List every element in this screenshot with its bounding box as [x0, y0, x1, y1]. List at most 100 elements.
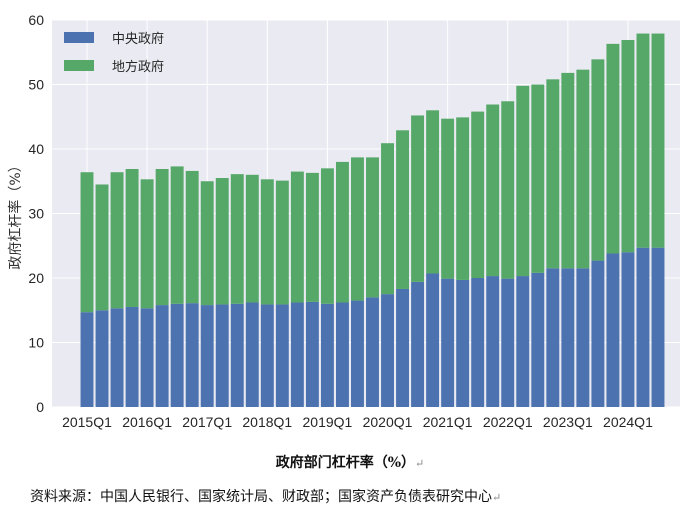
bar-central-2020Q2	[396, 288, 410, 407]
y-tick-label: 60	[28, 12, 44, 28]
source-text: 资料来源：中国人民银行、国家统计局、财政部；国家资产负债表研究中心	[30, 489, 492, 505]
bar-local-2016Q1	[140, 179, 154, 309]
legend-swatch-central	[64, 32, 94, 43]
bar-local-2024Q2	[636, 33, 650, 248]
x-tick-label: 2016Q1	[122, 414, 172, 430]
bar-local-2020Q4	[426, 110, 440, 274]
x-tick-label: 2018Q1	[242, 414, 292, 430]
caption-text: 政府部门杠杆率（%）	[275, 455, 416, 471]
x-axis-ticks: 2015Q1 2016Q1 2017Q1 2018Q1 2019Q1 2020Q1 2021…	[62, 414, 653, 430]
bar-central-2015Q4	[125, 307, 139, 407]
bar-central-2023Q3	[591, 260, 605, 407]
bar-local-2022Q2	[516, 85, 530, 277]
bar-local-2016Q3	[170, 166, 184, 304]
bar-central-2023Q1	[561, 268, 575, 407]
x-tick-label: 2023Q1	[543, 414, 593, 430]
bar-local-2024Q3	[651, 33, 665, 248]
bar-local-2020Q2	[396, 130, 410, 289]
bar-local-2018Q2	[275, 180, 289, 305]
bar-local-2023Q1	[561, 72, 575, 269]
bar-central-2024Q2	[636, 247, 650, 407]
bar-local-2021Q3	[471, 111, 485, 278]
bar-local-2018Q3	[290, 171, 304, 303]
bar-local-2017Q3	[230, 174, 244, 304]
bar-central-2015Q1	[80, 312, 94, 407]
bars	[80, 33, 665, 407]
x-tick-label: 2015Q1	[62, 414, 112, 430]
bar-central-2022Q1	[501, 278, 515, 407]
bar-local-2022Q1	[501, 101, 515, 279]
y-tick-label: 20	[28, 270, 44, 286]
bar-local-2020Q3	[411, 115, 425, 282]
bar-local-2019Q2	[335, 161, 349, 303]
bar-local-2019Q3	[351, 157, 364, 301]
bar-local-2015Q2	[95, 184, 109, 311]
bar-central-2018Q4	[305, 301, 319, 407]
bar-local-2020Q1	[381, 143, 394, 295]
bar-central-2018Q2	[275, 304, 289, 407]
x-tick-label: 2020Q1	[363, 414, 413, 430]
bar-central-2021Q4	[486, 276, 500, 407]
bar-central-2023Q2	[576, 268, 590, 407]
bar-central-2020Q1	[381, 294, 394, 407]
bar-local-2015Q1	[80, 172, 94, 313]
bar-local-2023Q2	[576, 69, 590, 269]
bar-local-2018Q1	[260, 179, 274, 305]
y-axis-ticks: 0 10 20 30 40 50 60	[28, 12, 44, 415]
bar-local-2021Q1	[441, 118, 455, 279]
y-tick-label: 10	[28, 335, 44, 351]
bar-local-2024Q1	[621, 39, 635, 253]
bar-central-2024Q3	[651, 247, 665, 407]
bar-central-2016Q4	[185, 303, 199, 407]
bar-local-2015Q3	[110, 172, 124, 309]
bar-local-2018Q4	[305, 172, 319, 302]
bar-central-2021Q1	[441, 278, 455, 407]
bar-central-2024Q1	[621, 252, 635, 407]
bar-local-2017Q2	[215, 178, 229, 305]
bar-central-2018Q3	[290, 302, 304, 407]
x-tick-label: 2019Q1	[303, 414, 353, 430]
source-note: 资料来源：中国人民银行、国家统计局、财政部；国家资产负债表研究中心↵	[30, 486, 501, 506]
figure-caption: 政府部门杠杆率（%）↵	[0, 452, 700, 472]
bar-central-2019Q3	[351, 300, 364, 407]
bar-central-2023Q4	[606, 253, 620, 407]
bar-central-2015Q2	[95, 310, 109, 407]
bar-local-2016Q4	[185, 170, 199, 304]
y-tick-label: 0	[36, 399, 44, 415]
bar-central-2022Q2	[516, 276, 530, 407]
bar-local-2015Q4	[125, 168, 139, 308]
x-tick-label: 2024Q1	[603, 414, 653, 430]
y-tick-label: 30	[28, 206, 44, 222]
bar-central-2017Q2	[215, 304, 229, 407]
bar-local-2021Q2	[456, 117, 470, 280]
bar-central-2018Q1	[260, 304, 274, 407]
y-axis-label: 政府杠杆率（%）	[7, 158, 24, 269]
bar-local-2023Q4	[606, 43, 620, 254]
x-tick-label: 2017Q1	[182, 414, 232, 430]
bar-central-2015Q3	[110, 308, 124, 407]
bar-central-2017Q1	[200, 305, 214, 407]
bar-central-2022Q4	[546, 268, 560, 407]
legend: 中央政府 地方政府	[64, 32, 164, 75]
bar-local-2017Q4	[245, 174, 259, 303]
bar-central-2017Q4	[245, 302, 259, 407]
bar-central-2021Q3	[471, 278, 485, 407]
bar-central-2016Q1	[140, 308, 154, 407]
bar-local-2023Q3	[591, 59, 605, 261]
legend-label-central: 中央政府	[112, 32, 164, 47]
bar-central-2019Q1	[320, 303, 334, 407]
bar-local-2016Q2	[155, 168, 169, 306]
bar-local-2022Q4	[546, 79, 560, 269]
bar-local-2017Q1	[200, 181, 214, 306]
bar-central-2020Q3	[411, 281, 425, 407]
legend-swatch-local	[64, 60, 94, 71]
bar-local-2019Q1	[320, 168, 334, 304]
legend-label-local: 地方政府	[112, 59, 164, 75]
bar-central-2019Q2	[335, 302, 349, 407]
bar-central-2020Q4	[426, 273, 440, 407]
bar-central-2016Q3	[170, 303, 184, 407]
bar-central-2021Q2	[456, 279, 470, 407]
bar-central-2017Q3	[230, 303, 244, 407]
bar-local-2019Q4	[366, 157, 379, 298]
